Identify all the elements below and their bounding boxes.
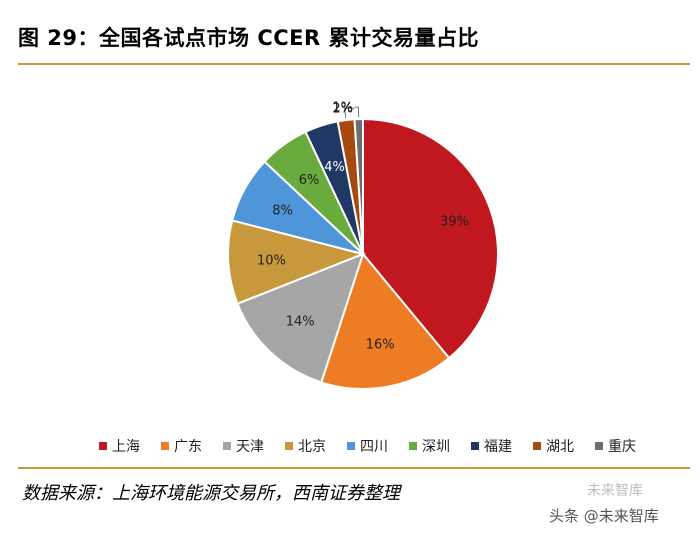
pie-slices bbox=[227, 117, 499, 390]
legend-swatch-2 bbox=[161, 442, 169, 450]
legend-label-7: 福建 bbox=[484, 439, 512, 455]
data-label-9: 1% bbox=[332, 101, 353, 116]
data-label-3: 14% bbox=[286, 314, 315, 329]
legend: 上海 广东 天津 北京 四川 深圳 福建 湖北 重庆 bbox=[99, 439, 636, 455]
legend-label-9: 重庆 bbox=[608, 439, 636, 455]
pie-slice-9 bbox=[353, 117, 364, 255]
pie-slice-2 bbox=[320, 251, 451, 390]
legend-swatch-6 bbox=[409, 442, 417, 450]
title-rule bbox=[18, 63, 690, 65]
leader-line-8 bbox=[344, 107, 355, 119]
watermark-text: 头条 @未来智库 bbox=[549, 507, 659, 525]
leader-line-9 bbox=[355, 106, 360, 118]
pie-slice-3 bbox=[236, 252, 365, 384]
data-label-4: 10% bbox=[257, 253, 286, 268]
watermark-logo: 未来智库 bbox=[587, 483, 643, 499]
legend-swatch-9 bbox=[595, 442, 603, 450]
source-rule bbox=[18, 467, 690, 469]
pie-chart: 39% 16% 14% 10% 8% 6% 4% 2%1% 上海 广东 天津 北京 四川 深圳 福建 湖北 重… bbox=[99, 101, 636, 455]
legend-swatch-3 bbox=[223, 442, 231, 450]
legend-label-5: 四川 bbox=[360, 439, 388, 455]
legend-label-6: 深圳 bbox=[422, 439, 450, 455]
pie-labels: 39% 16% 14% 10% 8% 6% 4% 2%1% bbox=[257, 101, 469, 353]
data-label-1: 39% bbox=[440, 215, 469, 230]
data-label-8: 2% bbox=[332, 102, 353, 117]
legend-swatch-7 bbox=[471, 442, 479, 450]
data-label-6: 6% bbox=[299, 173, 320, 188]
pie-slice-1 bbox=[362, 117, 499, 360]
legend-label-1: 上海 bbox=[112, 439, 140, 455]
data-label-7: 4% bbox=[324, 160, 345, 175]
figure-title: 图 29：全国各试点市场 CCER 累计交易量占比 bbox=[18, 26, 479, 50]
source-note: 数据来源：上海环境能源交易所，西南证券整理 bbox=[22, 483, 400, 504]
legend-swatch-8 bbox=[533, 442, 541, 450]
legend-label-8: 湖北 bbox=[546, 439, 574, 455]
legend-label-2: 广东 bbox=[174, 439, 202, 455]
data-label-5: 8% bbox=[272, 203, 293, 218]
pie-slice-4 bbox=[227, 219, 367, 305]
legend-swatch-1 bbox=[99, 442, 107, 450]
data-label-2: 16% bbox=[366, 338, 395, 353]
legend-label-3: 天津 bbox=[236, 439, 264, 455]
legend-swatch-4 bbox=[285, 442, 293, 450]
legend-swatch-5 bbox=[347, 442, 355, 450]
legend-label-4: 北京 bbox=[298, 439, 326, 455]
